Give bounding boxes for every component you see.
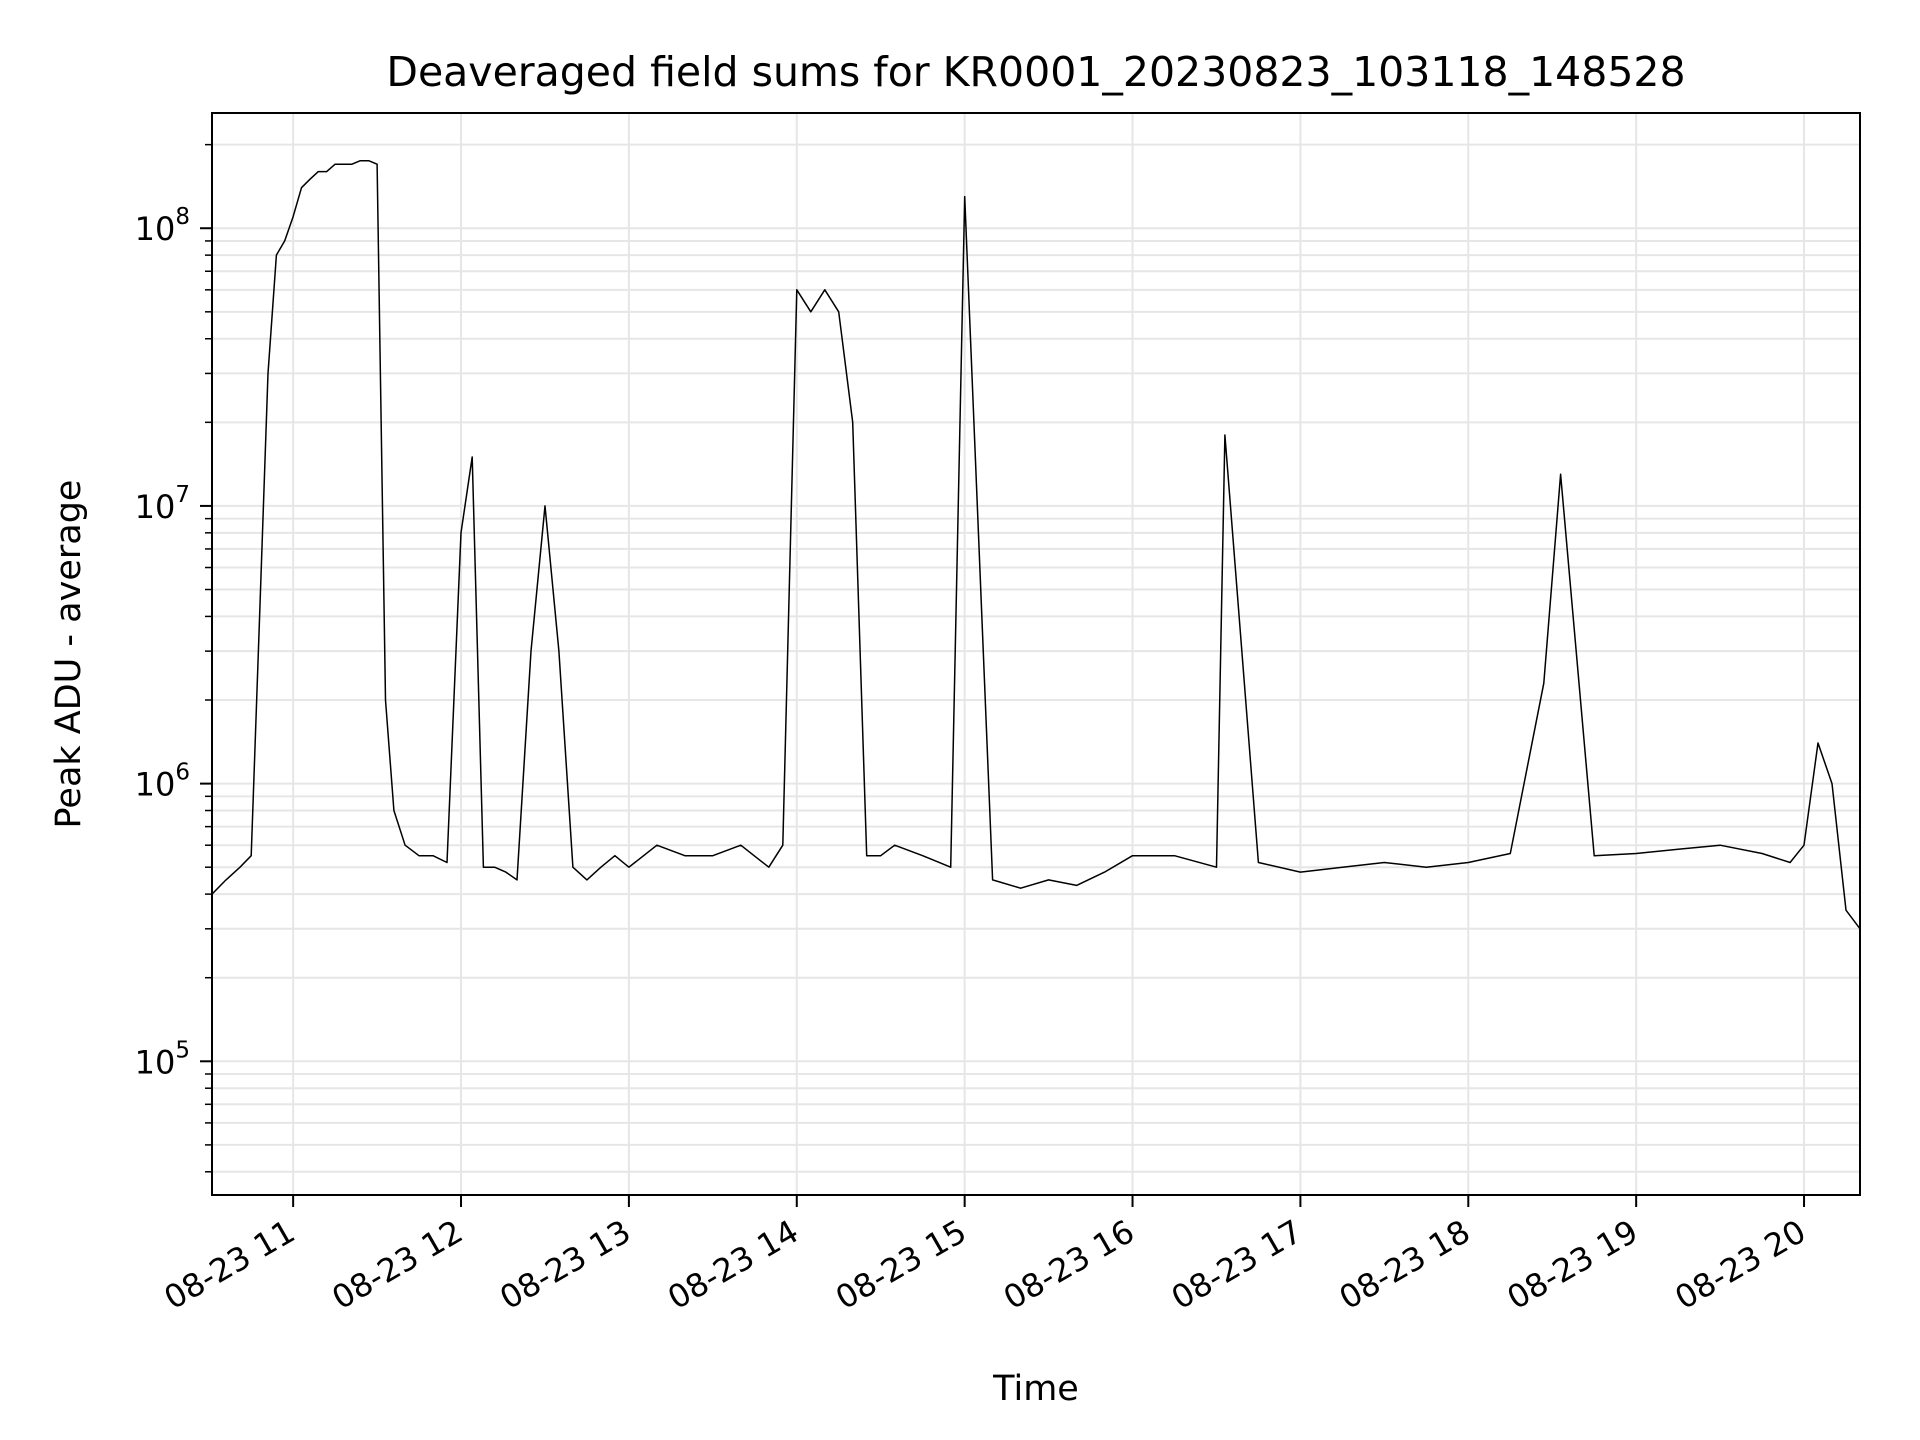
data-point — [950, 866, 952, 868]
y-tick-label: 105 — [135, 1037, 190, 1081]
data-point — [600, 866, 602, 868]
data-point — [684, 855, 686, 857]
data-point — [1383, 862, 1385, 863]
data-point — [1224, 434, 1226, 436]
data-point — [810, 311, 812, 313]
data-point — [471, 456, 473, 458]
chart-title: Deaveraged field sums for KR0001_2023082… — [386, 48, 1685, 96]
data-point — [351, 163, 353, 165]
plot-area — [211, 159, 1861, 930]
data-point — [866, 855, 868, 857]
data-point — [824, 289, 826, 291]
data-point — [796, 289, 798, 291]
data-point — [838, 311, 840, 313]
data-point — [385, 699, 386, 701]
data-point — [494, 866, 496, 868]
y-axis: 105 106 107 108 — [135, 143, 212, 1173]
x-axis-label: Time — [992, 1369, 1079, 1409]
data-point — [250, 855, 252, 857]
data-point — [239, 866, 241, 868]
data-point — [922, 855, 924, 857]
data-point — [460, 532, 462, 534]
data-point — [614, 855, 616, 857]
data-point — [1817, 742, 1819, 744]
data-point — [376, 163, 378, 165]
data-point — [1635, 853, 1637, 854]
data-point — [1803, 844, 1805, 846]
data-point — [1789, 862, 1791, 863]
data-point — [432, 855, 434, 857]
data-point — [894, 844, 896, 846]
data-point — [326, 171, 328, 173]
data-point — [1020, 887, 1022, 889]
data-point — [880, 855, 882, 857]
data-point — [225, 879, 227, 881]
y-axis-label: Peak ADU - average — [49, 480, 89, 829]
data-point — [1132, 855, 1133, 857]
data-point — [1831, 783, 1833, 785]
data-point — [505, 871, 507, 873]
data-point — [267, 372, 269, 374]
data-point — [852, 421, 854, 423]
data-point — [1048, 879, 1050, 881]
data-point — [964, 196, 966, 198]
data-point — [1467, 862, 1469, 863]
data-point — [628, 866, 630, 868]
data-point — [992, 879, 994, 881]
data-point — [1174, 855, 1175, 857]
data-point — [284, 240, 286, 242]
data-point — [572, 866, 574, 868]
data-point — [768, 866, 770, 868]
data-point — [1761, 853, 1763, 854]
data-point — [1076, 884, 1078, 886]
data-point — [544, 505, 546, 507]
data-point — [530, 650, 532, 652]
data-point — [558, 650, 560, 652]
data-point — [1104, 871, 1106, 873]
data-point — [1341, 866, 1343, 868]
data-point — [1216, 866, 1217, 868]
y-tick-label: 106 — [135, 760, 190, 804]
data-point — [368, 160, 370, 162]
data-point — [1543, 682, 1545, 684]
data-point — [317, 171, 319, 173]
data-point — [393, 810, 395, 811]
axes-frame — [211, 112, 1861, 1196]
grid — [212, 113, 1860, 1195]
data-point — [656, 844, 658, 846]
data-point — [1509, 853, 1511, 854]
data-point — [516, 879, 518, 881]
data-point — [309, 178, 311, 180]
data-point — [404, 844, 406, 846]
data-point — [343, 163, 344, 165]
y-tick-label: 107 — [135, 482, 190, 526]
data-point — [292, 216, 294, 218]
data-point — [1299, 871, 1301, 873]
data-point — [586, 879, 588, 881]
data-point — [301, 187, 302, 189]
data-point — [712, 855, 714, 857]
data-point — [782, 844, 784, 846]
data-point — [740, 844, 742, 846]
data-point — [1257, 862, 1259, 863]
data-point — [1719, 844, 1721, 846]
data-point — [1845, 909, 1847, 911]
data-point — [275, 254, 277, 256]
data-point — [1560, 473, 1562, 475]
data-point — [259, 615, 261, 617]
data-point — [446, 862, 448, 863]
data-point — [1425, 866, 1427, 868]
data-point — [482, 866, 484, 868]
data-point — [1677, 848, 1679, 850]
y-tick-label: 108 — [135, 204, 190, 248]
data-point — [418, 855, 420, 857]
data-point — [1593, 855, 1595, 857]
data-point — [334, 163, 336, 165]
data-point — [359, 160, 361, 162]
